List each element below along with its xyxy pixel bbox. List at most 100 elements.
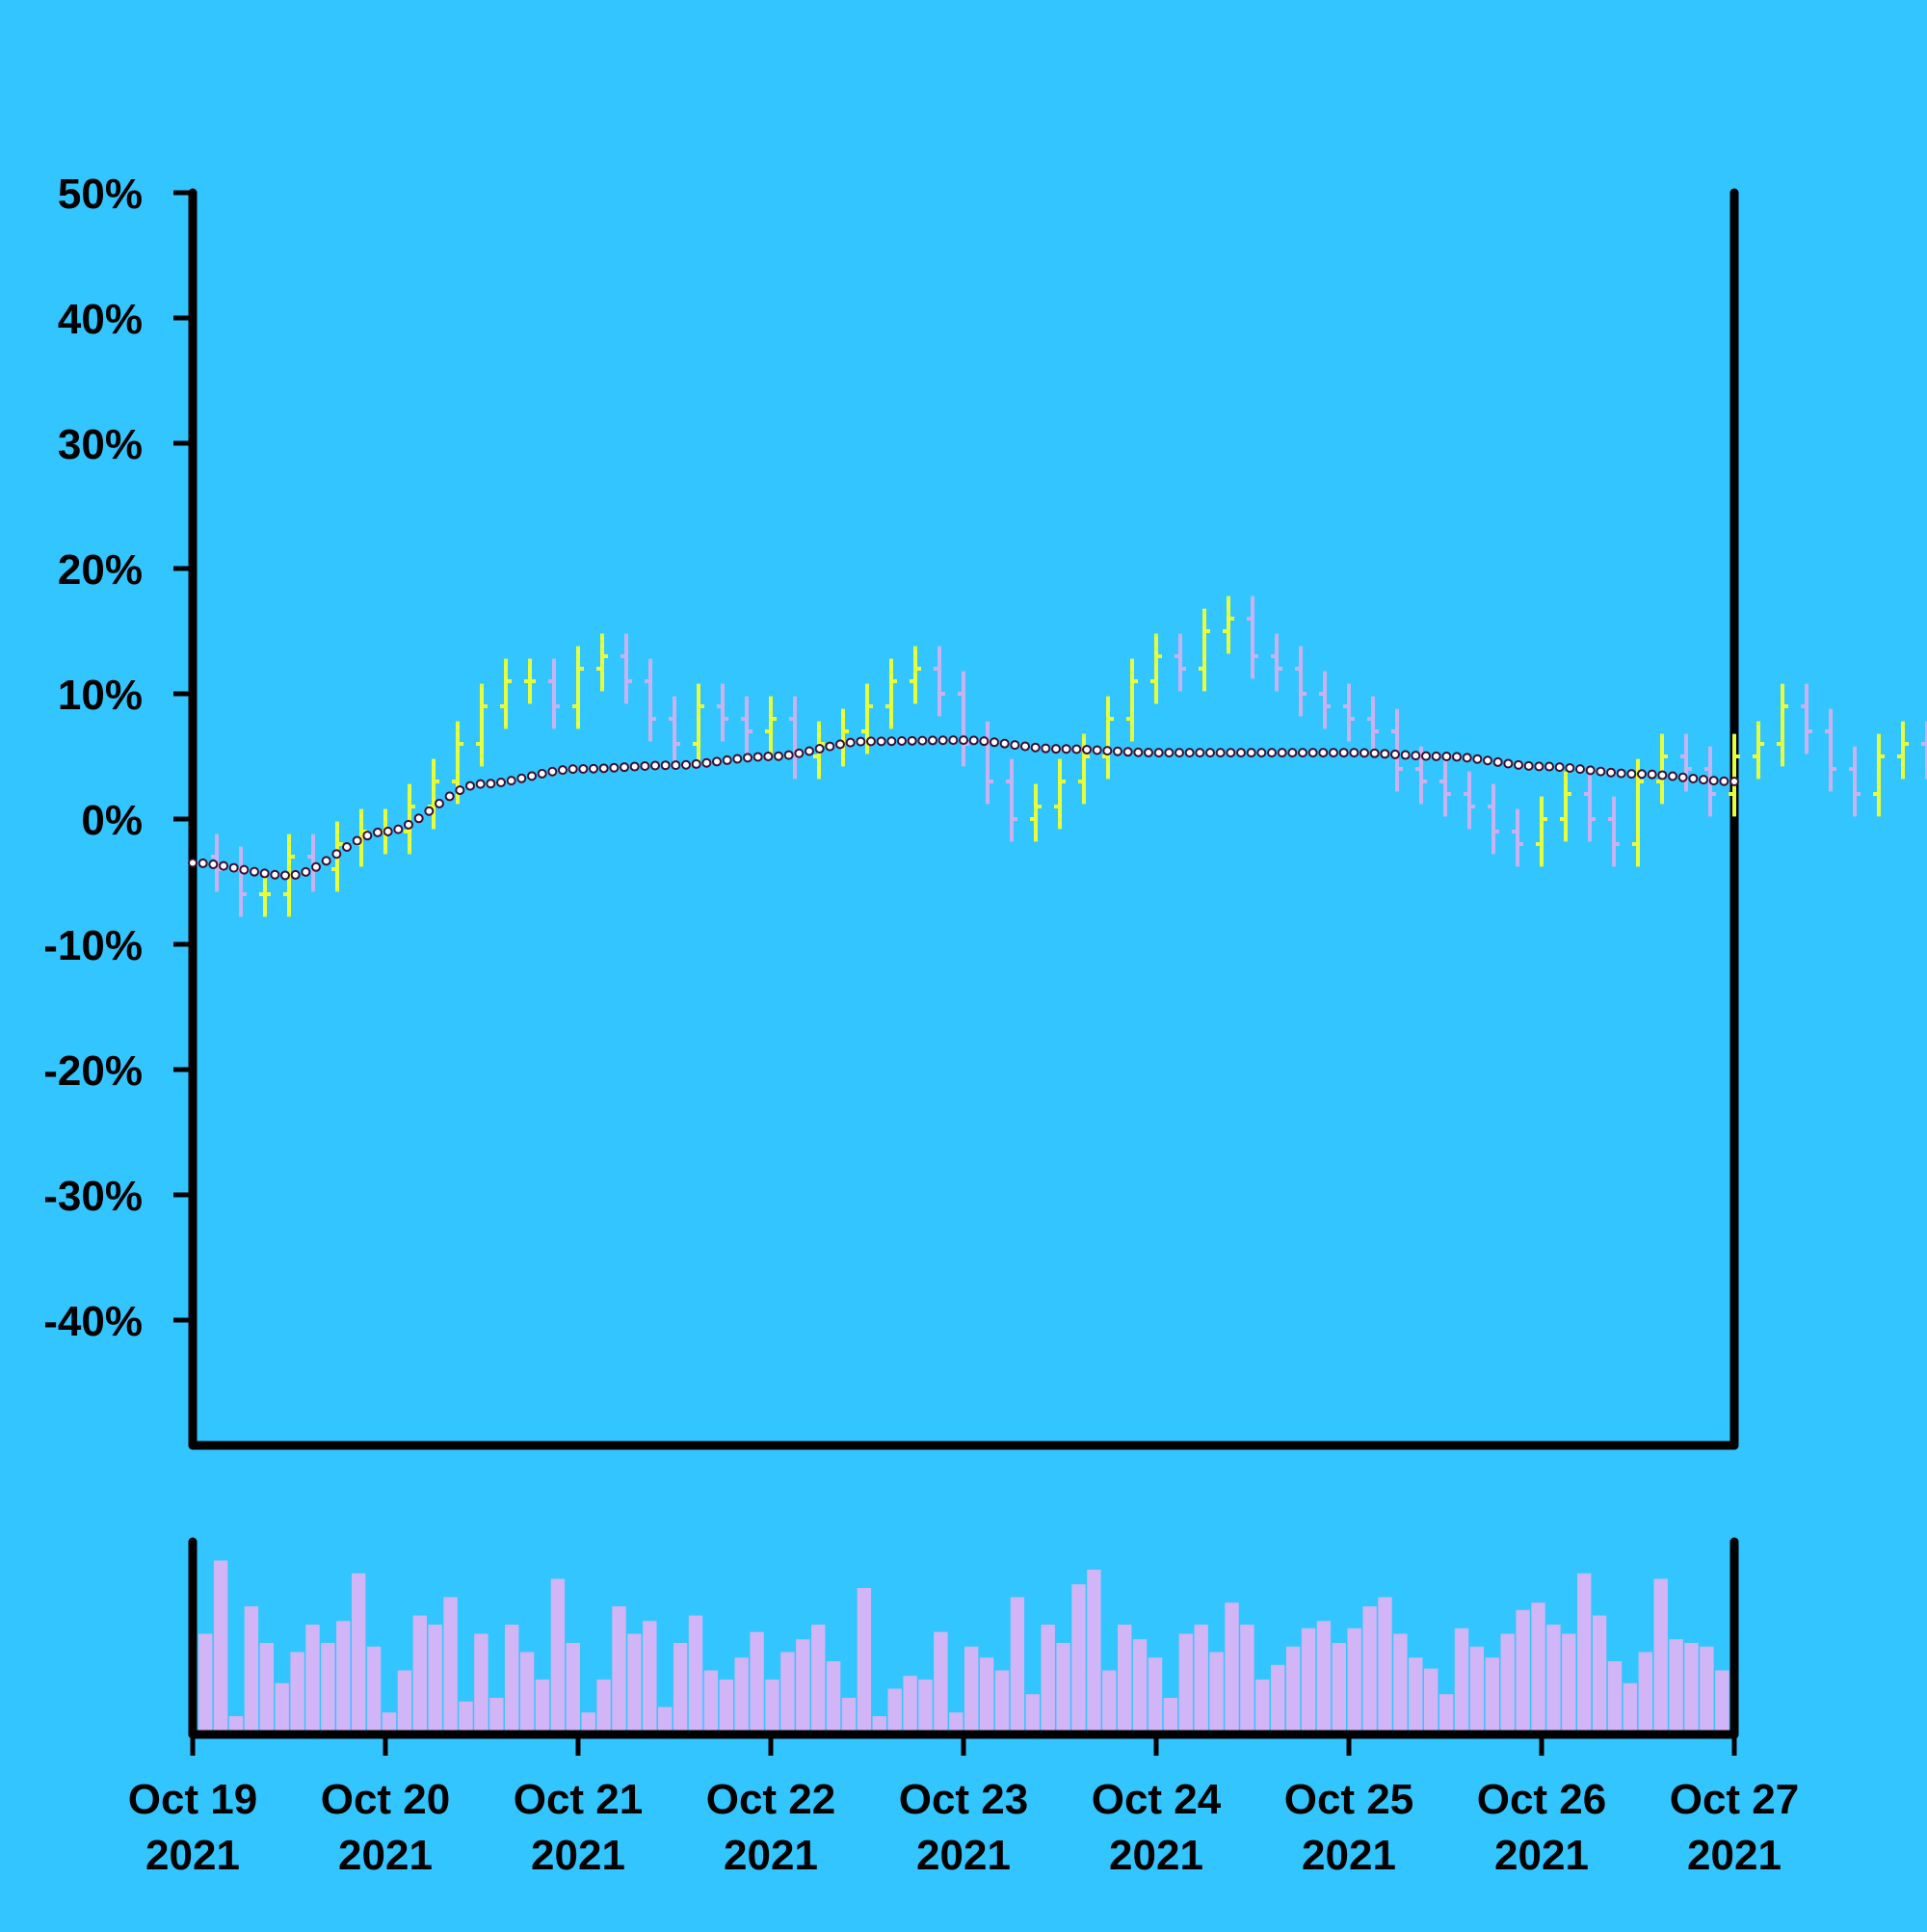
trend-marker (1421, 751, 1431, 761)
x-tick-label-year: 2021 (145, 1832, 240, 1879)
trend-marker (1534, 761, 1544, 772)
y-tick-label: 10% (58, 672, 143, 719)
y-tick-label: 0% (81, 797, 143, 844)
trend-marker (1400, 750, 1411, 760)
volume-bar (841, 1698, 857, 1734)
trend-marker (547, 766, 558, 777)
trend-marker (578, 763, 589, 774)
volume-bar (1102, 1670, 1117, 1734)
ohlc-bar (1801, 683, 1812, 754)
x-tick-label: Oct 27 (1670, 1776, 1800, 1823)
volume-bar (305, 1625, 320, 1734)
volume-bar (1209, 1652, 1224, 1734)
trend-marker (506, 776, 516, 786)
volume-bar (1148, 1657, 1163, 1734)
volume-bar (1347, 1628, 1361, 1734)
volume-bar (1025, 1694, 1040, 1734)
volume-bar (321, 1643, 335, 1734)
ohlc-bar (1030, 783, 1042, 842)
x-tick-label: Oct 26 (1477, 1776, 1607, 1823)
trend-marker (228, 862, 239, 873)
volume-bar (1409, 1657, 1423, 1734)
volume-bar (1500, 1633, 1515, 1734)
ohlc-bar (1560, 771, 1571, 842)
trend-marker (1523, 760, 1534, 771)
trend-marker (1184, 748, 1195, 758)
trend-marker (1256, 748, 1267, 758)
volume-bar (734, 1657, 749, 1734)
volume-bar (673, 1643, 688, 1734)
volume-bar (903, 1676, 917, 1734)
ohlc-bar (1126, 658, 1138, 742)
ohlc-bar (1825, 708, 1836, 792)
ohlc-bar (1271, 633, 1282, 692)
trend-marker (1441, 752, 1452, 762)
trend-marker (465, 781, 475, 791)
trend-marker (866, 736, 876, 747)
y-tick-label: 20% (58, 546, 143, 594)
ohlc-bar (645, 658, 656, 742)
ohlc-bar (1729, 733, 1740, 817)
volume-bar (1700, 1646, 1714, 1734)
trend-marker (1452, 752, 1462, 762)
volume-bar (198, 1633, 213, 1734)
x-axis: Oct 19 2021 Oct 20 2021 Oct 21 2021 Oct 22 2021… (128, 1734, 1800, 1879)
trend-marker (671, 760, 681, 771)
volume-bar (352, 1573, 366, 1734)
volume-bar (505, 1625, 519, 1734)
volume-bar (336, 1621, 351, 1734)
trend-marker (1144, 748, 1153, 758)
ohlc-bar (548, 658, 560, 729)
trend-marker (198, 858, 208, 868)
trend-marker (856, 736, 866, 747)
volume-bar (489, 1698, 504, 1734)
y-axis: 50% 40% 30% 20% 10% 0% -10% -20% -30% -40% (43, 171, 193, 1345)
x-tick-label: Oct 19 (128, 1776, 258, 1823)
volume-bar (750, 1631, 764, 1734)
x-tick-label-year: 2021 (1109, 1832, 1203, 1879)
trend-marker (537, 768, 547, 779)
ohlc-bar (1150, 633, 1162, 704)
trend-marker (609, 762, 620, 773)
trend-marker (1616, 768, 1626, 779)
volume-bar (213, 1560, 228, 1734)
volume-bar (1010, 1597, 1025, 1734)
ohlc-bar (428, 758, 439, 830)
trend-marker (1246, 748, 1256, 758)
trend-marker (1030, 742, 1041, 753)
volume-bar (1378, 1597, 1392, 1734)
trend-marker (1164, 748, 1175, 758)
trend-marker (1596, 766, 1606, 777)
trend-marker (188, 858, 198, 868)
trend-marker (1637, 769, 1647, 780)
trend-marker (208, 860, 219, 870)
trend-marker (486, 779, 496, 789)
volume-bar (1163, 1698, 1178, 1734)
trend-marker (1338, 748, 1349, 758)
volume-bar (1087, 1570, 1101, 1734)
trend-marker (331, 849, 342, 860)
trend-marker (990, 737, 999, 748)
trend-marker (1606, 767, 1616, 778)
trend-marker (1359, 748, 1369, 758)
trend-marker (1205, 748, 1215, 758)
volume-bar (1225, 1602, 1239, 1734)
volume-bar (1623, 1682, 1638, 1734)
volume-bar (857, 1588, 872, 1734)
ohlc-bar (620, 633, 632, 704)
trend-marker (516, 773, 527, 783)
trend-marker (270, 869, 280, 880)
volume-bar (1469, 1646, 1485, 1734)
volume-bar (428, 1625, 442, 1734)
trend-marker (712, 756, 722, 767)
trend-marker (1349, 748, 1359, 758)
trend-marker (681, 759, 691, 770)
trend-marker (1719, 776, 1729, 786)
trend-marker (568, 764, 578, 775)
trend-marker (475, 779, 486, 789)
trend-marker (928, 735, 937, 746)
trend-marker (1092, 745, 1102, 755)
ohlc-bar (1873, 733, 1885, 817)
trend-marker (280, 870, 290, 881)
trend-marker (393, 824, 404, 834)
